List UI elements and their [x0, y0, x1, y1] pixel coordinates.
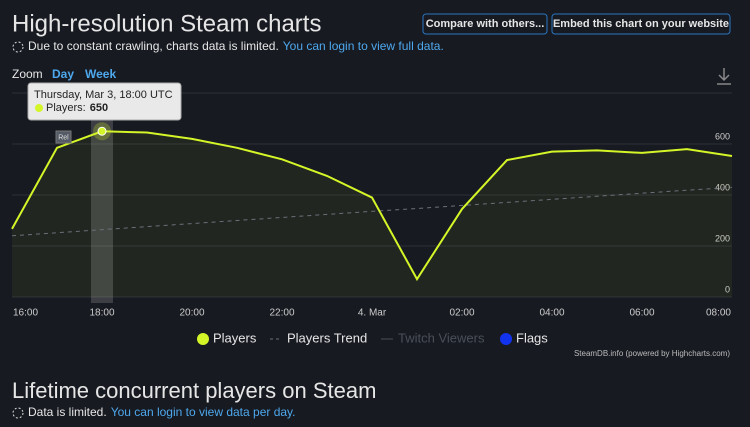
- x-tick-label: 08:00: [706, 308, 731, 319]
- credit: SteamDB.info (powered by Highcharts.com): [574, 349, 730, 358]
- notice: Data is limited.: [28, 405, 107, 419]
- tooltip-value: 650: [90, 102, 108, 114]
- zoom-option[interactable]: Week: [85, 67, 116, 81]
- button-label[interactable]: Compare with others...: [426, 18, 545, 30]
- notice: Due to constant crawling, charts data is…: [28, 39, 279, 53]
- x-tick-label: 20:00: [179, 308, 204, 319]
- legend-label: Twitch Viewers: [398, 330, 485, 345]
- players-line: [11, 130, 733, 282]
- page-title: High-resolution Steam charts: [12, 10, 321, 37]
- x-tick-label: 06:00: [629, 308, 654, 319]
- notice-icon: [12, 407, 24, 419]
- players-area: [12, 131, 732, 297]
- x-tick-label: 22:00: [269, 308, 294, 319]
- download-icon[interactable]: [717, 68, 731, 85]
- tooltip-label: Players:: [46, 102, 86, 114]
- button[interactable]: [551, 13, 731, 35]
- x-tick-label: 4. Mar: [358, 308, 387, 319]
- trend-line: [11, 186, 733, 237]
- login-link[interactable]: You can login to view data per day.: [111, 405, 296, 419]
- legend-symbol: [197, 333, 209, 345]
- flag-label: Rel: [58, 134, 69, 141]
- tooltip-dot: [35, 104, 43, 112]
- flag: [55, 130, 72, 144]
- tooltip-title: Thursday, Mar 3, 18:00 UTC: [34, 89, 173, 101]
- tooltip: [27, 82, 182, 121]
- x-tick-label: 16:00: [13, 308, 38, 319]
- y-tick-label: 600: [715, 131, 730, 141]
- y-tick-label: 200: [715, 233, 730, 243]
- button-label[interactable]: Embed this chart on your website: [553, 18, 729, 30]
- legend-label: Flags: [516, 330, 548, 345]
- zoom-option[interactable]: Day: [52, 67, 74, 81]
- hover-band: [91, 93, 113, 303]
- notice-icon: [12, 41, 24, 53]
- y-tick-label: 400: [715, 182, 730, 192]
- legend-label: Players: [213, 330, 257, 345]
- section-title: Lifetime concurrent players on Steam: [12, 378, 376, 403]
- y-tick-label: 0: [725, 284, 730, 294]
- x-tick-label: 02:00: [449, 308, 474, 319]
- zoom-label: Zoom: [12, 67, 43, 81]
- legend-label: Players Trend: [287, 330, 367, 345]
- x-tick-label: 04:00: [539, 308, 564, 319]
- legend-symbol: [500, 333, 512, 345]
- login-link[interactable]: You can login to view full data.: [283, 39, 444, 53]
- button[interactable]: [422, 13, 548, 35]
- x-tick-label: 18:00: [89, 308, 114, 319]
- hover-point: [97, 126, 107, 136]
